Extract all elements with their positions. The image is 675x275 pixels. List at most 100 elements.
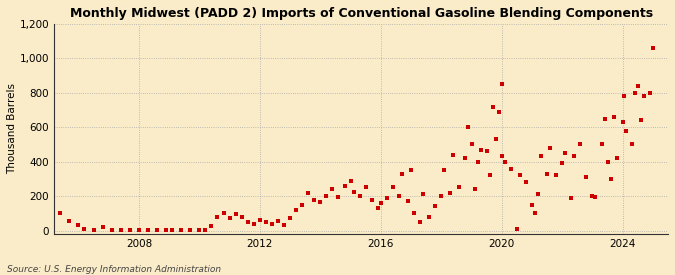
Point	[242, 220, 253, 224]
Point	[267, 221, 277, 226]
Point	[285, 216, 296, 221]
Point	[569, 154, 580, 159]
Point	[647, 46, 658, 50]
Point	[560, 151, 570, 155]
Point	[185, 227, 196, 232]
Point	[500, 160, 510, 164]
Point	[632, 84, 643, 88]
Point	[445, 190, 456, 195]
Point	[514, 173, 525, 178]
Point	[375, 201, 386, 205]
Point	[424, 214, 435, 219]
Point	[303, 190, 314, 195]
Point	[134, 227, 144, 232]
Point	[360, 185, 371, 190]
Point	[526, 202, 537, 207]
Point	[430, 203, 441, 208]
Point	[414, 220, 425, 224]
Point	[387, 185, 398, 190]
Point	[176, 227, 186, 232]
Point	[218, 211, 229, 216]
Point	[542, 172, 553, 176]
Point	[152, 227, 163, 232]
Point	[487, 104, 498, 109]
Point	[620, 128, 631, 133]
Point	[460, 156, 471, 160]
Point	[645, 90, 655, 95]
Point	[333, 195, 344, 199]
Point	[587, 194, 598, 198]
Point	[315, 200, 326, 204]
Point	[200, 227, 211, 232]
Point	[490, 137, 501, 141]
Point	[605, 177, 616, 181]
Point	[439, 168, 450, 172]
Point	[402, 199, 413, 204]
Y-axis label: Thousand Barrels: Thousand Barrels	[7, 83, 17, 174]
Point	[551, 173, 562, 178]
Point	[469, 187, 480, 191]
Point	[394, 194, 404, 198]
Point	[608, 115, 619, 119]
Point	[619, 94, 630, 98]
Point	[345, 178, 356, 183]
Point	[254, 218, 265, 222]
Point	[484, 173, 495, 178]
Point	[472, 160, 483, 164]
Point	[381, 196, 392, 200]
Point	[618, 120, 628, 124]
Point	[321, 194, 331, 198]
Point	[396, 172, 407, 176]
Point	[496, 82, 507, 86]
Point	[348, 189, 359, 194]
Point	[161, 227, 171, 232]
Point	[64, 219, 75, 223]
Point	[106, 227, 117, 232]
Point	[635, 118, 646, 122]
Point	[279, 223, 290, 227]
Point	[273, 219, 284, 223]
Point	[406, 168, 416, 172]
Point	[602, 160, 613, 164]
Point	[596, 142, 607, 147]
Point	[481, 149, 492, 153]
Point	[194, 227, 205, 232]
Point	[46, 221, 57, 225]
Point	[354, 194, 365, 198]
Point	[590, 195, 601, 199]
Point	[448, 153, 459, 157]
Point	[339, 183, 350, 188]
Point	[506, 166, 516, 171]
Point	[566, 196, 576, 200]
Text: Source: U.S. Energy Information Administration: Source: U.S. Energy Information Administ…	[7, 265, 221, 274]
Point	[475, 147, 486, 152]
Point	[418, 192, 429, 197]
Point	[520, 180, 531, 185]
Point	[55, 211, 65, 216]
Point	[629, 90, 640, 95]
Point	[230, 212, 241, 216]
Point	[115, 227, 126, 232]
Point	[545, 146, 556, 150]
Point	[88, 227, 99, 232]
Point	[612, 156, 622, 160]
Point	[512, 227, 522, 231]
Point	[97, 225, 108, 229]
Point	[373, 206, 383, 210]
Point	[327, 187, 338, 191]
Point	[212, 214, 223, 219]
Point	[536, 154, 547, 159]
Point	[626, 142, 637, 147]
Point	[436, 194, 447, 198]
Point	[291, 208, 302, 212]
Point	[530, 211, 541, 216]
Point	[599, 116, 610, 121]
Point	[466, 142, 477, 147]
Point	[206, 224, 217, 229]
Point	[557, 161, 568, 166]
Point	[575, 142, 586, 147]
Point	[79, 227, 90, 231]
Point	[124, 227, 135, 232]
Point	[73, 223, 84, 227]
Point	[367, 197, 377, 202]
